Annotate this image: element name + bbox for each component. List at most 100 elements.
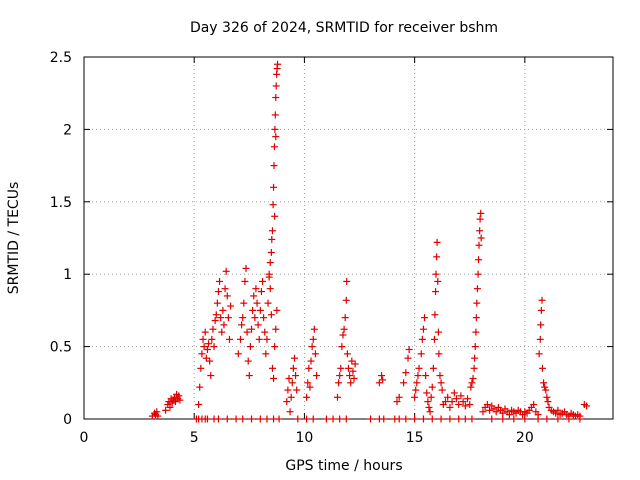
data-point bbox=[283, 398, 291, 406]
data-point bbox=[419, 325, 427, 333]
data-point bbox=[176, 396, 184, 404]
data-point bbox=[242, 264, 250, 272]
data-point bbox=[263, 415, 271, 423]
data-point bbox=[476, 227, 484, 235]
data-point bbox=[270, 374, 278, 382]
data-point bbox=[287, 393, 295, 401]
data-point bbox=[268, 235, 276, 243]
data-point bbox=[223, 415, 231, 423]
data-point bbox=[201, 328, 209, 336]
data-point bbox=[266, 285, 274, 293]
data-point bbox=[477, 209, 485, 217]
data-point bbox=[425, 403, 433, 411]
data-point bbox=[271, 212, 279, 220]
data-point bbox=[265, 270, 273, 278]
data-point bbox=[411, 415, 419, 423]
data-point bbox=[499, 415, 507, 423]
data-point bbox=[322, 415, 330, 423]
data-point bbox=[446, 415, 454, 423]
data-point bbox=[468, 415, 476, 423]
plot-frame bbox=[83, 56, 614, 420]
data-points bbox=[148, 60, 591, 423]
data-point bbox=[311, 350, 319, 358]
data-point bbox=[486, 406, 494, 414]
data-point bbox=[207, 372, 215, 380]
y-tick-label: 2 bbox=[63, 122, 72, 138]
data-point bbox=[198, 350, 206, 358]
data-point bbox=[248, 415, 256, 423]
data-point bbox=[428, 415, 436, 423]
data-point bbox=[153, 408, 161, 416]
data-point bbox=[466, 401, 474, 409]
data-point bbox=[446, 403, 454, 411]
y-tick-label: 0.5 bbox=[50, 340, 72, 356]
data-point bbox=[212, 311, 220, 319]
data-point bbox=[252, 285, 260, 293]
data-point bbox=[162, 406, 170, 414]
data-point bbox=[261, 328, 269, 336]
data-point bbox=[340, 325, 348, 333]
data-point bbox=[273, 306, 281, 314]
data-point bbox=[341, 314, 349, 322]
data-point bbox=[505, 411, 513, 419]
data-point bbox=[473, 285, 481, 293]
data-point bbox=[262, 350, 270, 358]
data-point bbox=[213, 299, 221, 307]
data-point bbox=[464, 395, 472, 403]
data-point bbox=[422, 372, 430, 380]
data-point bbox=[544, 398, 552, 406]
data-point bbox=[267, 248, 275, 256]
data-point bbox=[307, 357, 315, 365]
data-point bbox=[472, 314, 480, 322]
data-point bbox=[470, 364, 478, 372]
data-point bbox=[436, 372, 444, 380]
y-tick-label: 2.5 bbox=[50, 50, 72, 66]
data-point bbox=[428, 383, 436, 391]
data-point bbox=[232, 415, 240, 423]
data-point bbox=[214, 415, 222, 423]
data-point bbox=[220, 321, 228, 329]
data-point bbox=[256, 306, 264, 314]
data-point bbox=[257, 288, 265, 296]
data-point bbox=[248, 325, 256, 333]
data-point bbox=[240, 299, 248, 307]
data-point bbox=[309, 335, 317, 343]
data-point bbox=[483, 401, 491, 409]
y-tick-label: 1.5 bbox=[50, 195, 72, 211]
grid-lines bbox=[84, 57, 613, 419]
data-point bbox=[208, 335, 216, 343]
data-point bbox=[308, 343, 316, 351]
data-point bbox=[225, 335, 233, 343]
data-point bbox=[538, 296, 546, 304]
data-point bbox=[441, 398, 449, 406]
data-point bbox=[537, 321, 545, 329]
data-point bbox=[336, 372, 344, 380]
data-point bbox=[284, 386, 292, 394]
data-point bbox=[249, 306, 257, 314]
data-point bbox=[227, 302, 235, 310]
data-point bbox=[293, 386, 301, 394]
data-point bbox=[476, 215, 484, 223]
data-point bbox=[217, 314, 225, 322]
data-point bbox=[304, 379, 312, 387]
data-point bbox=[437, 415, 445, 423]
data-point bbox=[432, 270, 440, 278]
data-point bbox=[264, 299, 272, 307]
data-point bbox=[216, 277, 224, 285]
data-point bbox=[310, 325, 318, 333]
data-point bbox=[211, 317, 219, 325]
data-point bbox=[534, 415, 542, 423]
data-point bbox=[411, 393, 419, 401]
data-point bbox=[346, 372, 354, 380]
data-point bbox=[303, 393, 311, 401]
data-point bbox=[206, 357, 214, 365]
y-axis: 0 0.5 1 1.5 2 2.5 bbox=[50, 50, 613, 428]
data-point bbox=[222, 267, 230, 275]
data-point bbox=[453, 395, 461, 403]
data-point bbox=[434, 328, 442, 336]
data-point bbox=[349, 367, 357, 375]
data-point bbox=[400, 379, 408, 387]
data-point bbox=[457, 392, 465, 400]
data-point bbox=[437, 379, 445, 387]
